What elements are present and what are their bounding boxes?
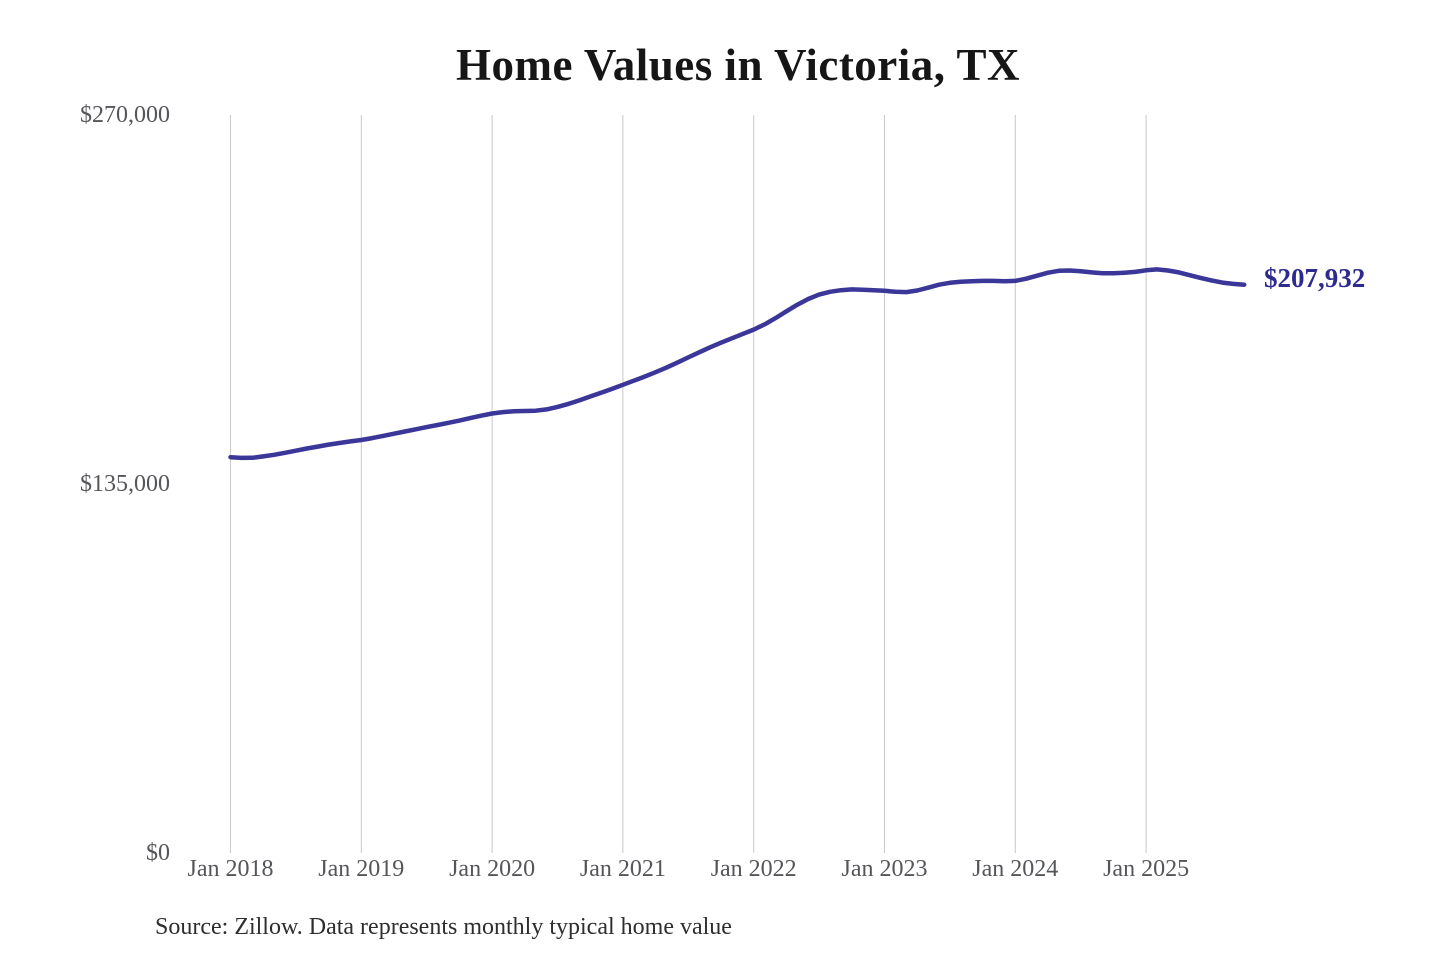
home-value-line <box>228 267 1247 461</box>
x-tick-label: Jan 2023 <box>841 856 928 882</box>
x-tick-label: Jan 2024 <box>972 856 1059 882</box>
x-tick-label: Jan 2019 <box>318 856 405 882</box>
x-tick-label: Jan 2018 <box>187 856 274 882</box>
x-tick-label: Jan 2020 <box>449 856 536 882</box>
x-tick-label: Jan 2021 <box>579 856 666 882</box>
y-tick-label: $135,000 <box>80 471 170 497</box>
y-tick-label: $270,000 <box>80 102 170 128</box>
x-tick-label: Jan 2025 <box>1103 856 1190 882</box>
x-tick-label: Jan 2022 <box>710 856 797 882</box>
latest-value-label: $207,932 <box>1264 262 1366 293</box>
y-tick-label: $0 <box>146 840 170 866</box>
source-note: Source: Zillow. Data represents monthly … <box>155 914 732 940</box>
chart-title: Home Values in Victoria, TX <box>456 40 1020 90</box>
